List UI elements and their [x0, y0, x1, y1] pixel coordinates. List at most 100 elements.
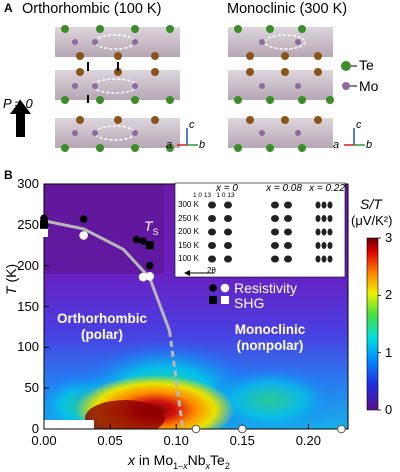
inset-row-label: 100 K: [178, 254, 199, 263]
panel-letter-a: A: [4, 1, 13, 15]
axis-b-left: b: [199, 139, 206, 151]
inset-row-label: 200 K: [178, 227, 199, 236]
legend-resistivity-label: Resistivity: [234, 280, 298, 296]
y-tick-label: 200: [17, 257, 39, 273]
pressure-arrow: [16, 113, 25, 137]
legend-shg-filled: [209, 296, 217, 304]
inset-spot: [208, 201, 216, 209]
x-label-sub1-x: x: [183, 460, 188, 471]
legend-shg-open: [221, 296, 229, 304]
y-axis-label-unit: (K): [3, 263, 19, 287]
inset-spot: [284, 201, 292, 209]
resistivity-point-open: [237, 424, 247, 434]
inset-spot: [315, 255, 321, 263]
inset-spot: [224, 201, 232, 209]
inset-spot: [208, 255, 216, 263]
axis-a-right: a: [333, 139, 340, 151]
inset-spot: [327, 228, 333, 236]
inset-spot: [271, 255, 279, 263]
x-tick-label: 0.05: [97, 433, 123, 448]
axis-c-right: c: [356, 119, 362, 131]
inset-spot: [315, 215, 321, 222]
y-axis-label-var: T: [3, 286, 19, 295]
resistivity-point-open: [191, 424, 201, 434]
monoclinic-region-label: Monoclinic (nonpolar): [222, 322, 318, 354]
x-tick-label: 0.15: [229, 433, 255, 448]
axis-triad-right: [344, 128, 365, 146]
legend-te-label: Te: [359, 57, 374, 73]
y-tick-label: 150: [17, 298, 39, 314]
colorbar-tick-label: 0: [385, 402, 393, 417]
inset-spot: [321, 242, 327, 249]
inset-spot: [208, 242, 216, 249]
inset-spot: [271, 242, 279, 249]
x-label-sub2: x: [205, 460, 211, 471]
inset-row-label: 300 K: [178, 200, 199, 209]
colorbar-tick-label: 2: [385, 287, 393, 303]
y-axis-label: T (K): [3, 264, 19, 295]
x-tick-label: 0.00: [31, 433, 57, 448]
x-label-sub1: 1–: [173, 460, 184, 471]
inset-spot: [208, 228, 216, 236]
ts-phase-boundary-dashed: [168, 330, 185, 430]
legend-shg-label: SHG: [234, 295, 265, 311]
ts-label-sub: S: [152, 226, 159, 237]
inset-row-label: 250 K: [178, 213, 199, 223]
inset-spot: [315, 242, 321, 249]
ts-phase-boundary-solid: [43, 219, 171, 332]
y-tick-label: 50: [24, 380, 39, 396]
inset-spot: [315, 228, 321, 236]
inset-spot: [224, 215, 232, 222]
orthorhombic-title: Orthorhombic (100 K): [22, 1, 162, 17]
inset-spot: [284, 228, 292, 236]
monoclinic-line2: (nonpolar): [236, 338, 304, 353]
axis-b-right: b: [366, 139, 373, 151]
inset-spot: [284, 242, 292, 249]
x-label-mo: in Mo: [135, 452, 174, 468]
inset-spot: [327, 242, 333, 249]
shg-point-open: [40, 229, 48, 237]
inset-spot: [224, 228, 232, 236]
x-axis-label: x in Mo1–xNbxTe2: [128, 452, 230, 471]
inset-spot: [321, 215, 327, 222]
shg-point: [40, 220, 48, 229]
inset-spot: [271, 201, 279, 209]
y-tick-label: 250: [17, 216, 39, 232]
inset-spot: [284, 215, 292, 222]
inset-spot: [327, 255, 333, 263]
pressure-label: P ≠ 0: [3, 96, 33, 111]
colorbar-title: S/T: [360, 196, 382, 212]
resistivity-point: [79, 215, 88, 223]
colorbar-tick-label: 3: [385, 230, 393, 245]
legend-resistivity-open: [220, 283, 230, 293]
monoclinic-structure: [228, 25, 334, 152]
ts-label: TS: [144, 218, 159, 237]
resistivity-point-open: [79, 231, 88, 240]
inset-spot: [315, 201, 321, 209]
orthorhombic-region-label: Orthorhombic (polar): [52, 311, 152, 343]
inset-peak-labels: 1 0 13 1 0 13: [193, 192, 235, 199]
shg-point: [145, 241, 154, 250]
colorbar-unit: (μV/K²): [351, 213, 393, 228]
inset-spot: [321, 228, 327, 236]
legend-mo-label: Mo: [359, 78, 379, 94]
x-label-te: Te: [210, 452, 225, 468]
panel-letter-b: B: [4, 168, 13, 182]
y-tick-label: 100: [17, 339, 39, 355]
orthorhombic-line2: (polar): [81, 327, 123, 342]
crystal-structure-illustration: [10, 25, 365, 152]
resistivity-point: [132, 235, 141, 244]
resistivity-point-open: [145, 271, 155, 281]
inset-spot: [271, 215, 279, 222]
axis-c-left: c: [189, 119, 195, 131]
monoclinic-line1: Monoclinic: [234, 322, 306, 337]
x-label-sub3: 2: [224, 460, 230, 471]
y-tick-label: 0: [31, 421, 39, 436]
orthorhombic-line1: Orthorhombic: [57, 311, 147, 326]
inset-spot: [284, 255, 292, 263]
ts-label-main: T: [144, 218, 153, 234]
inset-spot: [224, 255, 232, 263]
resistivity-point-open: [337, 424, 346, 434]
inset-column-label: x = 0: [216, 183, 238, 194]
x-tick-label: 0.10: [163, 433, 189, 448]
